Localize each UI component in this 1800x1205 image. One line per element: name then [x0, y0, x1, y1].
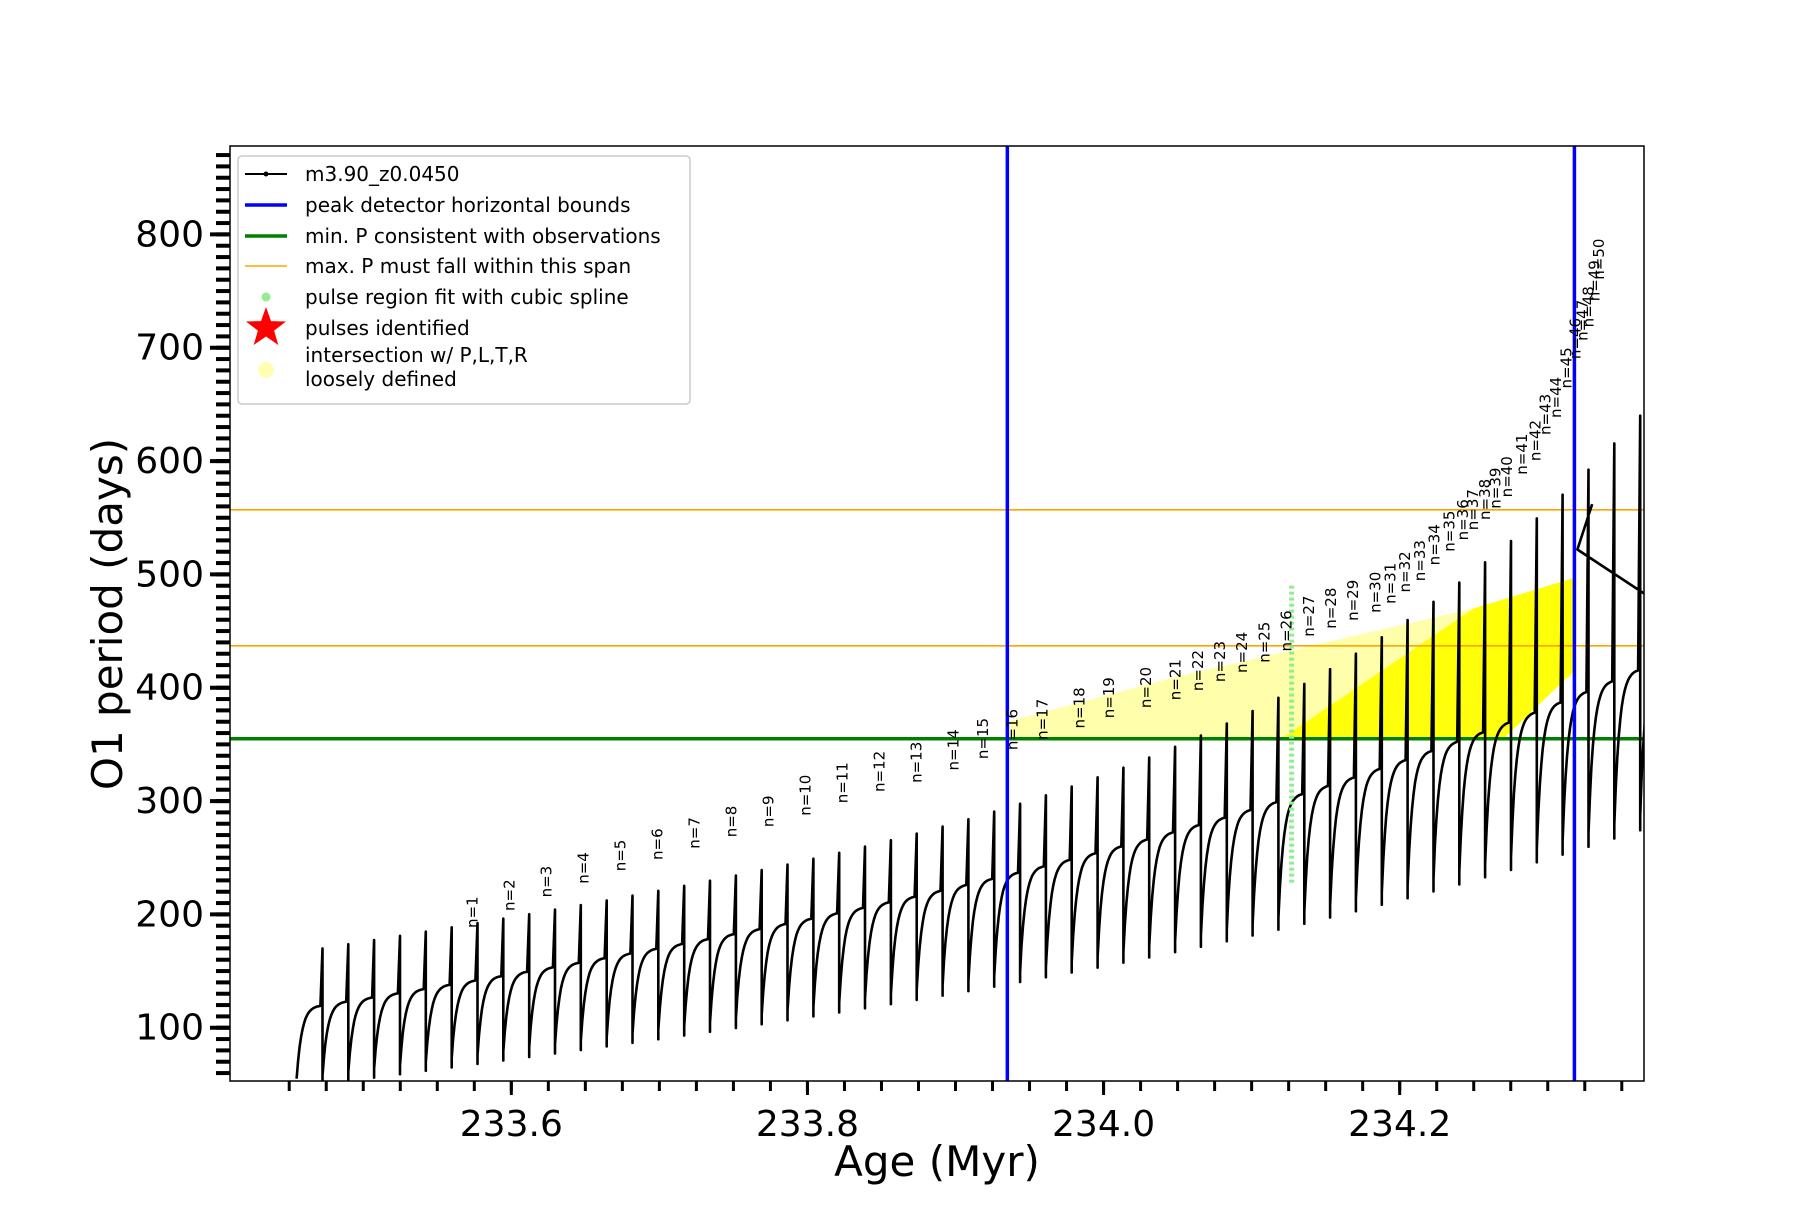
legend-swatch-star [246, 307, 286, 345]
pulse-label: n=6 [648, 828, 666, 860]
legend-label: loosely defined [305, 367, 457, 391]
pulse-label: n=4 [574, 852, 592, 884]
pulse-label: n=44 [1547, 377, 1565, 418]
pulse-label: n=7 [685, 817, 703, 849]
pulse-label: n=39 [1486, 468, 1504, 509]
pulse-label: n=38 [1476, 479, 1494, 520]
y-tick-label: 500 [135, 554, 204, 595]
pulse-label: n=49 [1586, 260, 1604, 301]
legend-label: peak detector horizontal bounds [305, 193, 631, 217]
track-line [295, 414, 1644, 1081]
y-tick-label: 400 [135, 668, 204, 709]
pulse-label: n=30 [1366, 572, 1384, 613]
legend-label: pulse region fit with cubic spline [305, 285, 629, 309]
pulse-label: n=35 [1441, 511, 1459, 552]
pulse-label: n=25 [1255, 622, 1273, 663]
y-axis-ticks: 100 200 300 400 500 600 700 800 [135, 153, 230, 1076]
pulse-label: n=8 [722, 806, 740, 838]
pulse-label: n=16 [1004, 709, 1022, 750]
y-tick-label: 700 [135, 328, 204, 369]
legend-box [237, 155, 691, 405]
legend-label: intersection w/ P,L,T,R [305, 343, 528, 367]
legend-label: m3.90_z0.0450 [305, 162, 460, 186]
pulse-label: n=2 [500, 879, 518, 911]
pulse-label: n=36 [1454, 499, 1472, 540]
pulse-label: n=15 [974, 718, 992, 759]
y-tick-label: 100 [135, 1008, 204, 1049]
pulse-label: n=27 [1300, 596, 1318, 637]
pulse-label: n=14 [945, 729, 963, 770]
pulse-label: n=18 [1070, 687, 1088, 728]
peak-detector-bounds [1005, 146, 1577, 1081]
pulse-label: n=13 [908, 742, 926, 783]
x-tick-label: 234.2 [1348, 1104, 1451, 1145]
pulse-label: n=1 [463, 896, 481, 928]
pulse-label: n=37 [1464, 489, 1482, 530]
legend-swatch-yellow [258, 362, 274, 378]
model-track [295, 414, 1644, 1081]
pulse-label: n=26 [1278, 610, 1296, 651]
pulse-label: n=17 [1033, 699, 1051, 740]
x-tick-label: 234.0 [1052, 1104, 1155, 1145]
x-tick-label: 233.8 [756, 1104, 859, 1145]
pulse-label: n=33 [1411, 540, 1429, 581]
pulse-label: n=28 [1322, 588, 1340, 629]
pulse-label: n=19 [1100, 677, 1118, 718]
x-axis-title: Age (Myr) [834, 1137, 1040, 1186]
x-tick-label: 233.6 [460, 1104, 563, 1145]
pulse-label: n=20 [1137, 667, 1155, 708]
pulse-labels: n=1 n=2 n=3 n=4 n=5 n=6 n=7 n=8 n=9 n=10 n=11 n=12 n… [463, 239, 1608, 928]
pulse-label: n=34 [1426, 524, 1444, 565]
pulse-label: n=32 [1396, 551, 1414, 592]
legend-label: pulses identified [305, 316, 470, 340]
legend-swatch-dot [263, 171, 269, 177]
pulse-label: n=31 [1381, 563, 1399, 604]
pulse-label: n=42 [1526, 420, 1544, 461]
pulse-label: n=45 [1557, 347, 1575, 388]
y-axis-title: O1 period (days) [83, 438, 132, 790]
plot-area [230, 146, 1644, 1081]
pulse-label: n=41 [1513, 434, 1531, 475]
pulse-label: n=40 [1498, 456, 1516, 497]
pulse-label: n=21 [1167, 659, 1185, 700]
y-tick-label: 300 [135, 781, 204, 822]
legend-label: min. P consistent with observations [305, 224, 661, 248]
pulse-label: n=12 [870, 751, 888, 792]
y-tick-label: 200 [135, 894, 204, 935]
plot-frame [229, 145, 1645, 1082]
pulse-label: n=29 [1344, 580, 1362, 621]
pulse-label: n=11 [833, 762, 851, 803]
pulse-label: n=47 [1574, 300, 1592, 341]
legend-swatch-lightgreen [261, 292, 271, 302]
pulse-label: n=50 [1590, 239, 1608, 280]
pulse-label: n=24 [1233, 632, 1251, 673]
pulse-label: n=3 [537, 866, 555, 898]
y-tick-label: 600 [135, 441, 204, 482]
x-axis-ticks: 233.6 233.8 234.0 234.2 [287, 1081, 1624, 1145]
pulse-label: n=23 [1211, 641, 1229, 682]
pulse-label: n=9 [759, 795, 777, 827]
pulse-label: n=22 [1189, 650, 1207, 691]
legend-label: max. P must fall within this span [305, 254, 631, 278]
pulse-label: n=48 [1580, 286, 1598, 327]
pulse-label: n=43 [1537, 394, 1555, 435]
y-tick-label: 800 [135, 214, 204, 255]
pulse-label: n=5 [611, 840, 629, 872]
pulse-label: n=10 [796, 775, 814, 816]
pulse-label: n=46 [1566, 318, 1584, 359]
